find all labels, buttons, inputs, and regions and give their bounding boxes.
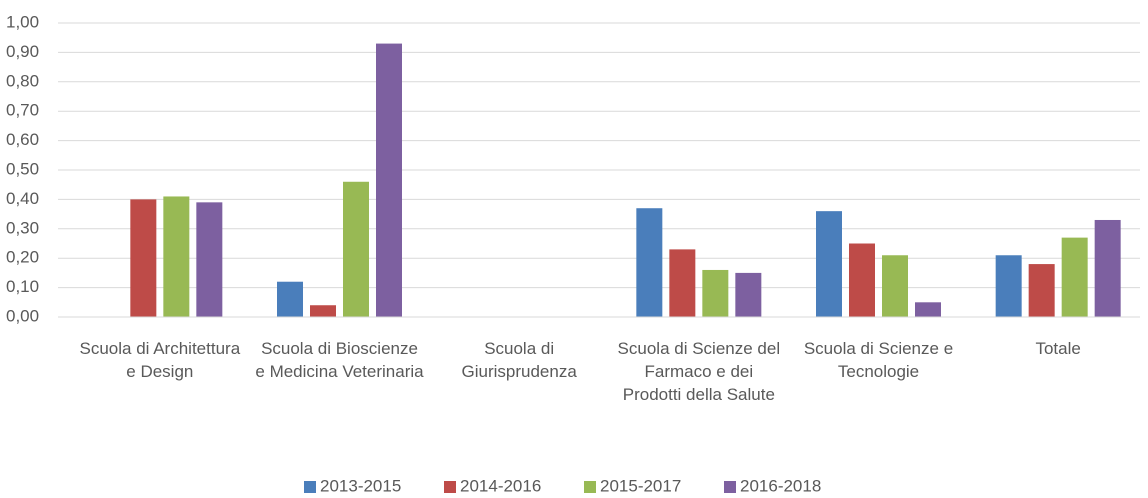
x-tick-label: Scuola di Bioscienze e Medicina Veterina… (255, 339, 424, 381)
y-tick-label: 0,40 (6, 189, 39, 208)
x-tick-label: Scuola di Giurisprudenza (461, 339, 577, 381)
legend-label: 2013-2015 (320, 476, 401, 495)
bar (130, 199, 157, 317)
y-tick-label: 0,80 (6, 71, 39, 90)
y-tick-label: 0,50 (6, 159, 39, 178)
legend-swatch (444, 481, 456, 493)
y-tick-label: 0,70 (6, 101, 39, 120)
x-tick-label: Scuola di Architettura e Design (79, 339, 241, 381)
bar (702, 269, 729, 317)
y-tick-label: 1,00 (6, 12, 39, 31)
bar (915, 302, 941, 317)
y-tick-label: 0,90 (6, 42, 39, 61)
x-tick-label: Scuola di Scienze del Farmaco e dei Prod… (617, 339, 781, 404)
y-tick-label: 0,60 (6, 130, 39, 149)
bar (816, 211, 842, 317)
bar (376, 43, 402, 318)
bar (669, 249, 696, 317)
bar (310, 305, 336, 317)
legend-label: 2015-2017 (600, 476, 681, 495)
bar (196, 202, 223, 317)
bar (995, 255, 1022, 317)
bar (735, 272, 762, 317)
legend-swatch (304, 481, 316, 493)
y-tick-label: 0,30 (6, 218, 39, 237)
legend-label: 2014-2016 (460, 476, 541, 495)
y-tick-label: 0,10 (6, 277, 39, 296)
bar (1094, 219, 1121, 317)
y-tick-label: 0,20 (6, 248, 39, 267)
legend-swatch (584, 481, 596, 493)
bar (882, 255, 908, 317)
legend-label: 2016-2018 (740, 476, 821, 495)
bar (343, 181, 369, 317)
bar (849, 243, 875, 317)
y-tick-label: 0,00 (6, 306, 39, 325)
bar (277, 281, 303, 317)
bar (1061, 237, 1088, 317)
x-tick-label: Scuola di Scienze e Tecnologie (803, 339, 954, 381)
bar (163, 196, 190, 317)
x-tick-label: Totale (1035, 339, 1081, 358)
bar (636, 208, 663, 317)
legend-swatch (724, 481, 736, 493)
bar (1028, 264, 1055, 317)
